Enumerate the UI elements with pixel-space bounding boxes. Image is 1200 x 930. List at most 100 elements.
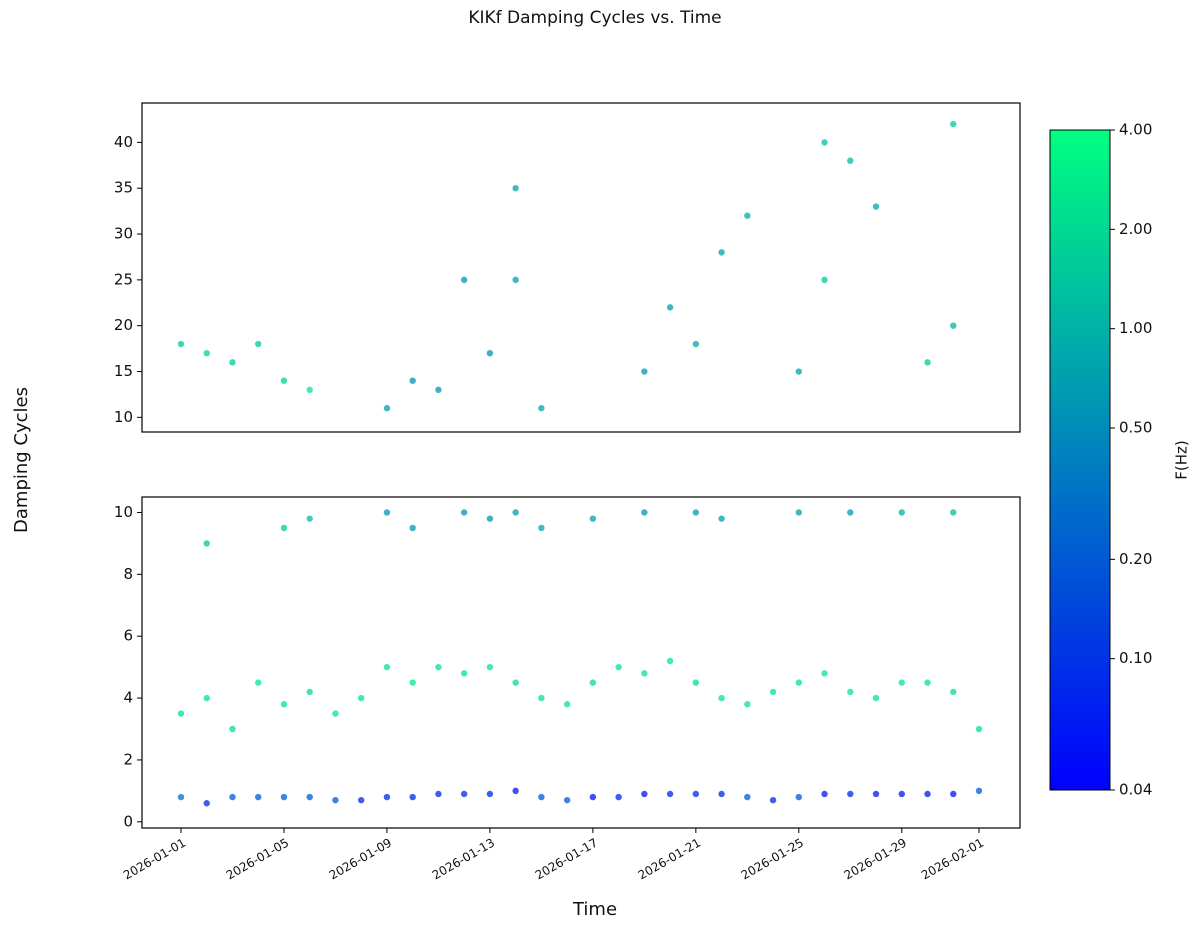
scatter-point: [692, 790, 700, 798]
scatter-point: [589, 679, 597, 686]
x-tick-label: 2026-01-17: [533, 836, 600, 883]
y-tick-label: 8: [123, 565, 133, 583]
scatter-point: [460, 276, 468, 284]
y-tick-label: 40: [114, 133, 133, 151]
scatter-point: [847, 509, 854, 516]
scatter-point: [898, 509, 905, 516]
scatter-point: [589, 793, 597, 801]
scatter-point: [538, 524, 545, 532]
scatter-point: [872, 203, 880, 210]
x-tick-label: 2026-01-25: [739, 836, 806, 883]
scatter-point: [795, 368, 803, 375]
scatter-point: [615, 793, 622, 801]
scatter-point: [177, 340, 185, 348]
scatter-point: [950, 790, 957, 798]
scatter-point: [718, 249, 725, 256]
x-tick-label: 2026-02-01: [919, 836, 986, 883]
scatter-point: [177, 710, 185, 717]
scatter-point: [872, 694, 880, 702]
scatter-point: [821, 139, 828, 146]
scatter-point: [950, 120, 957, 128]
scatter-point: [409, 524, 416, 532]
colorbar-tick-label: 1.00: [1119, 319, 1152, 337]
x-tick-label: 2026-01-05: [224, 836, 291, 883]
scatter-point: [847, 688, 854, 696]
scatter-point: [692, 340, 700, 348]
x-tick-label: 2026-01-13: [430, 836, 497, 883]
scatter-point: [203, 349, 210, 357]
scatter-point: [203, 694, 210, 702]
scatter-point: [512, 185, 519, 192]
scatter-point: [409, 377, 416, 384]
scatter-point: [280, 701, 288, 708]
scatter-point: [486, 663, 494, 671]
scatter-point: [924, 359, 931, 366]
scatter-point: [924, 790, 931, 798]
scatter-point: [229, 793, 236, 801]
scatter-point: [975, 725, 983, 733]
y-tick-label: 0: [123, 812, 133, 830]
scatter-point: [821, 670, 828, 677]
scatter-point: [744, 701, 751, 708]
colorbar-tick-label: 0.20: [1119, 550, 1152, 568]
y-axis-label: Damping Cycles: [11, 387, 32, 533]
scatter-point: [306, 793, 313, 801]
scatter-point: [229, 359, 236, 366]
x-tick-label: 2026-01-09: [327, 836, 394, 883]
chart-title: KIKf Damping Cycles vs. Time: [468, 8, 721, 28]
scatter-point: [306, 386, 313, 394]
x-axis-label: Time: [572, 899, 617, 920]
scatter-point: [512, 787, 519, 795]
scatter-point: [898, 679, 905, 686]
scatter-point: [512, 679, 519, 686]
scatter-point: [460, 790, 468, 798]
scatter-point: [383, 793, 391, 801]
scatter-point: [924, 679, 931, 686]
scatter-point: [641, 670, 648, 677]
scatter-point: [383, 663, 391, 671]
scatter-point: [950, 509, 957, 516]
scatter-point: [692, 509, 700, 516]
scatter-point: [563, 701, 571, 708]
y-tick-label: 6: [123, 627, 133, 645]
scatter-point: [229, 725, 236, 733]
scatter-point: [435, 790, 442, 798]
scatter-point: [280, 793, 288, 801]
scatter-point: [718, 694, 725, 702]
scatter-point: [512, 276, 519, 284]
x-tick-label: 2026-01-01: [121, 836, 188, 883]
x-tick-label: 2026-01-29: [842, 836, 909, 883]
colorbar-tick-label: 4.00: [1119, 121, 1152, 139]
scatter-point: [950, 688, 957, 696]
colorbar-label: F(Hz): [1173, 440, 1191, 480]
scatter-point: [744, 793, 751, 801]
scatter-point: [486, 515, 494, 522]
scatter-point: [255, 793, 262, 801]
scatter-point: [641, 790, 648, 798]
scatter-point: [486, 349, 494, 357]
scatter-point: [409, 679, 416, 686]
scatter-point: [255, 340, 262, 348]
scatter-point: [821, 276, 828, 284]
axes-frame: [141, 102, 1021, 433]
scatter-point: [666, 304, 674, 311]
scatter-point: [769, 796, 777, 804]
scatter-point: [280, 377, 288, 384]
scatter-point: [203, 540, 210, 547]
scatter-point: [357, 694, 365, 702]
scatter-point: [950, 322, 957, 329]
scatter-point: [306, 688, 313, 696]
scatter-point: [641, 368, 648, 375]
scatter-point: [847, 157, 854, 164]
scatter-point: [847, 790, 854, 798]
scatter-point: [718, 790, 725, 798]
scatter-point: [409, 793, 416, 801]
panel: 0 2 4 6 8 10: [114, 496, 1021, 830]
colorbar-tick-label: 0.50: [1119, 419, 1152, 437]
scatter-point: [538, 793, 545, 801]
scatter-point: [744, 212, 751, 219]
scatter-point: [177, 793, 185, 801]
scatter-point: [538, 404, 545, 412]
y-tick-label: 35: [114, 179, 133, 197]
